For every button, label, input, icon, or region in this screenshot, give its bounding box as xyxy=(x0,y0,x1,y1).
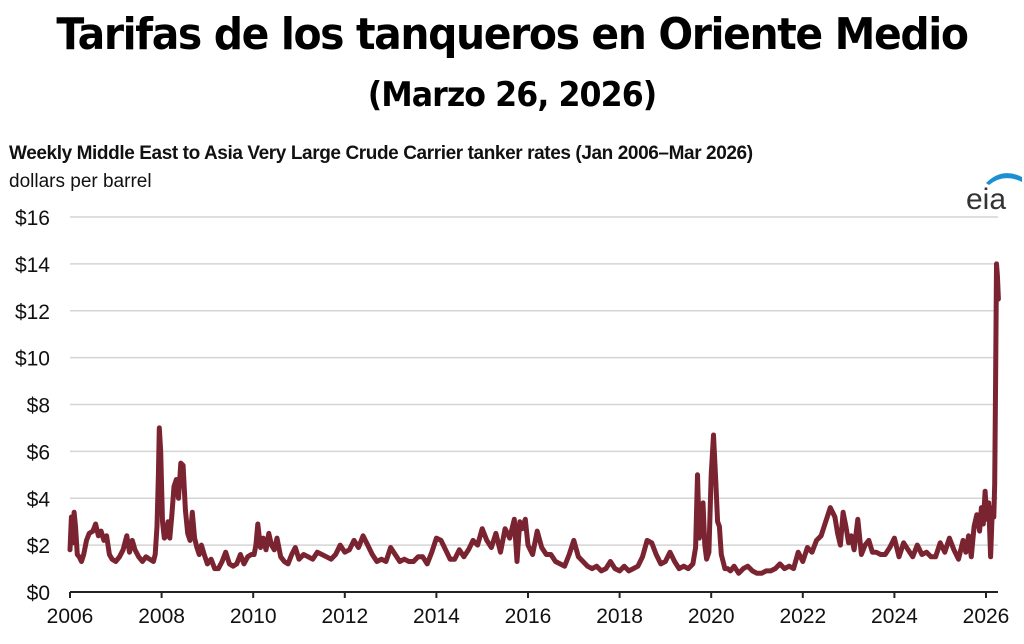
eia-logo-icon: eia xyxy=(966,173,1022,216)
page-title: Tarifas de los tanqueros en Oriente Medi… xyxy=(56,9,969,60)
x-tick-label: 2024 xyxy=(871,605,918,628)
x-tick-label: 2018 xyxy=(596,605,643,628)
gridlines xyxy=(70,216,998,546)
x-tick-label: 2026 xyxy=(963,605,1010,628)
y-tick-label: $4 xyxy=(27,488,51,511)
y-tick-label: $8 xyxy=(27,395,50,418)
y-axis-ticks: $0 $2 $4 $6 $8 $10 $12 $14 $16 xyxy=(15,207,50,605)
x-tick-label: 2008 xyxy=(138,605,185,628)
y-tick-label: $0 xyxy=(27,582,50,605)
y-tick-label: $16 xyxy=(15,207,50,230)
y-tick-label: $2 xyxy=(27,535,50,558)
y-tick-label: $12 xyxy=(15,301,50,324)
y-tick-label: $10 xyxy=(15,348,50,371)
x-tick-label: 2012 xyxy=(321,605,368,628)
eia-logo-text: eia xyxy=(966,183,1006,215)
x-tick-label: 2014 xyxy=(413,605,460,628)
y-tick-label: $6 xyxy=(27,441,50,464)
y-tick-label: $14 xyxy=(15,254,50,277)
x-tick-label: 2006 xyxy=(47,605,94,628)
page-subtitle-date: (Marzo 26, 2026) xyxy=(367,75,658,115)
y-axis-units-label: dollars per barrel xyxy=(9,171,152,192)
chart-title: Weekly Middle East to Asia Very Large Cr… xyxy=(9,143,753,164)
x-tick-label: 2016 xyxy=(505,605,552,628)
x-tick-label: 2022 xyxy=(779,605,826,628)
series-line xyxy=(67,261,1001,576)
series-group xyxy=(67,261,1001,576)
eia-logo-swoosh xyxy=(986,173,1022,185)
eia-logo: eia xyxy=(962,165,1024,216)
x-axis-ticks: 2006 2008 2010 2012 2014 2016 2018 2020 2022 2024… xyxy=(47,592,1010,628)
x-tick-label: 2020 xyxy=(688,605,735,628)
x-tick-label: 2010 xyxy=(230,605,277,628)
